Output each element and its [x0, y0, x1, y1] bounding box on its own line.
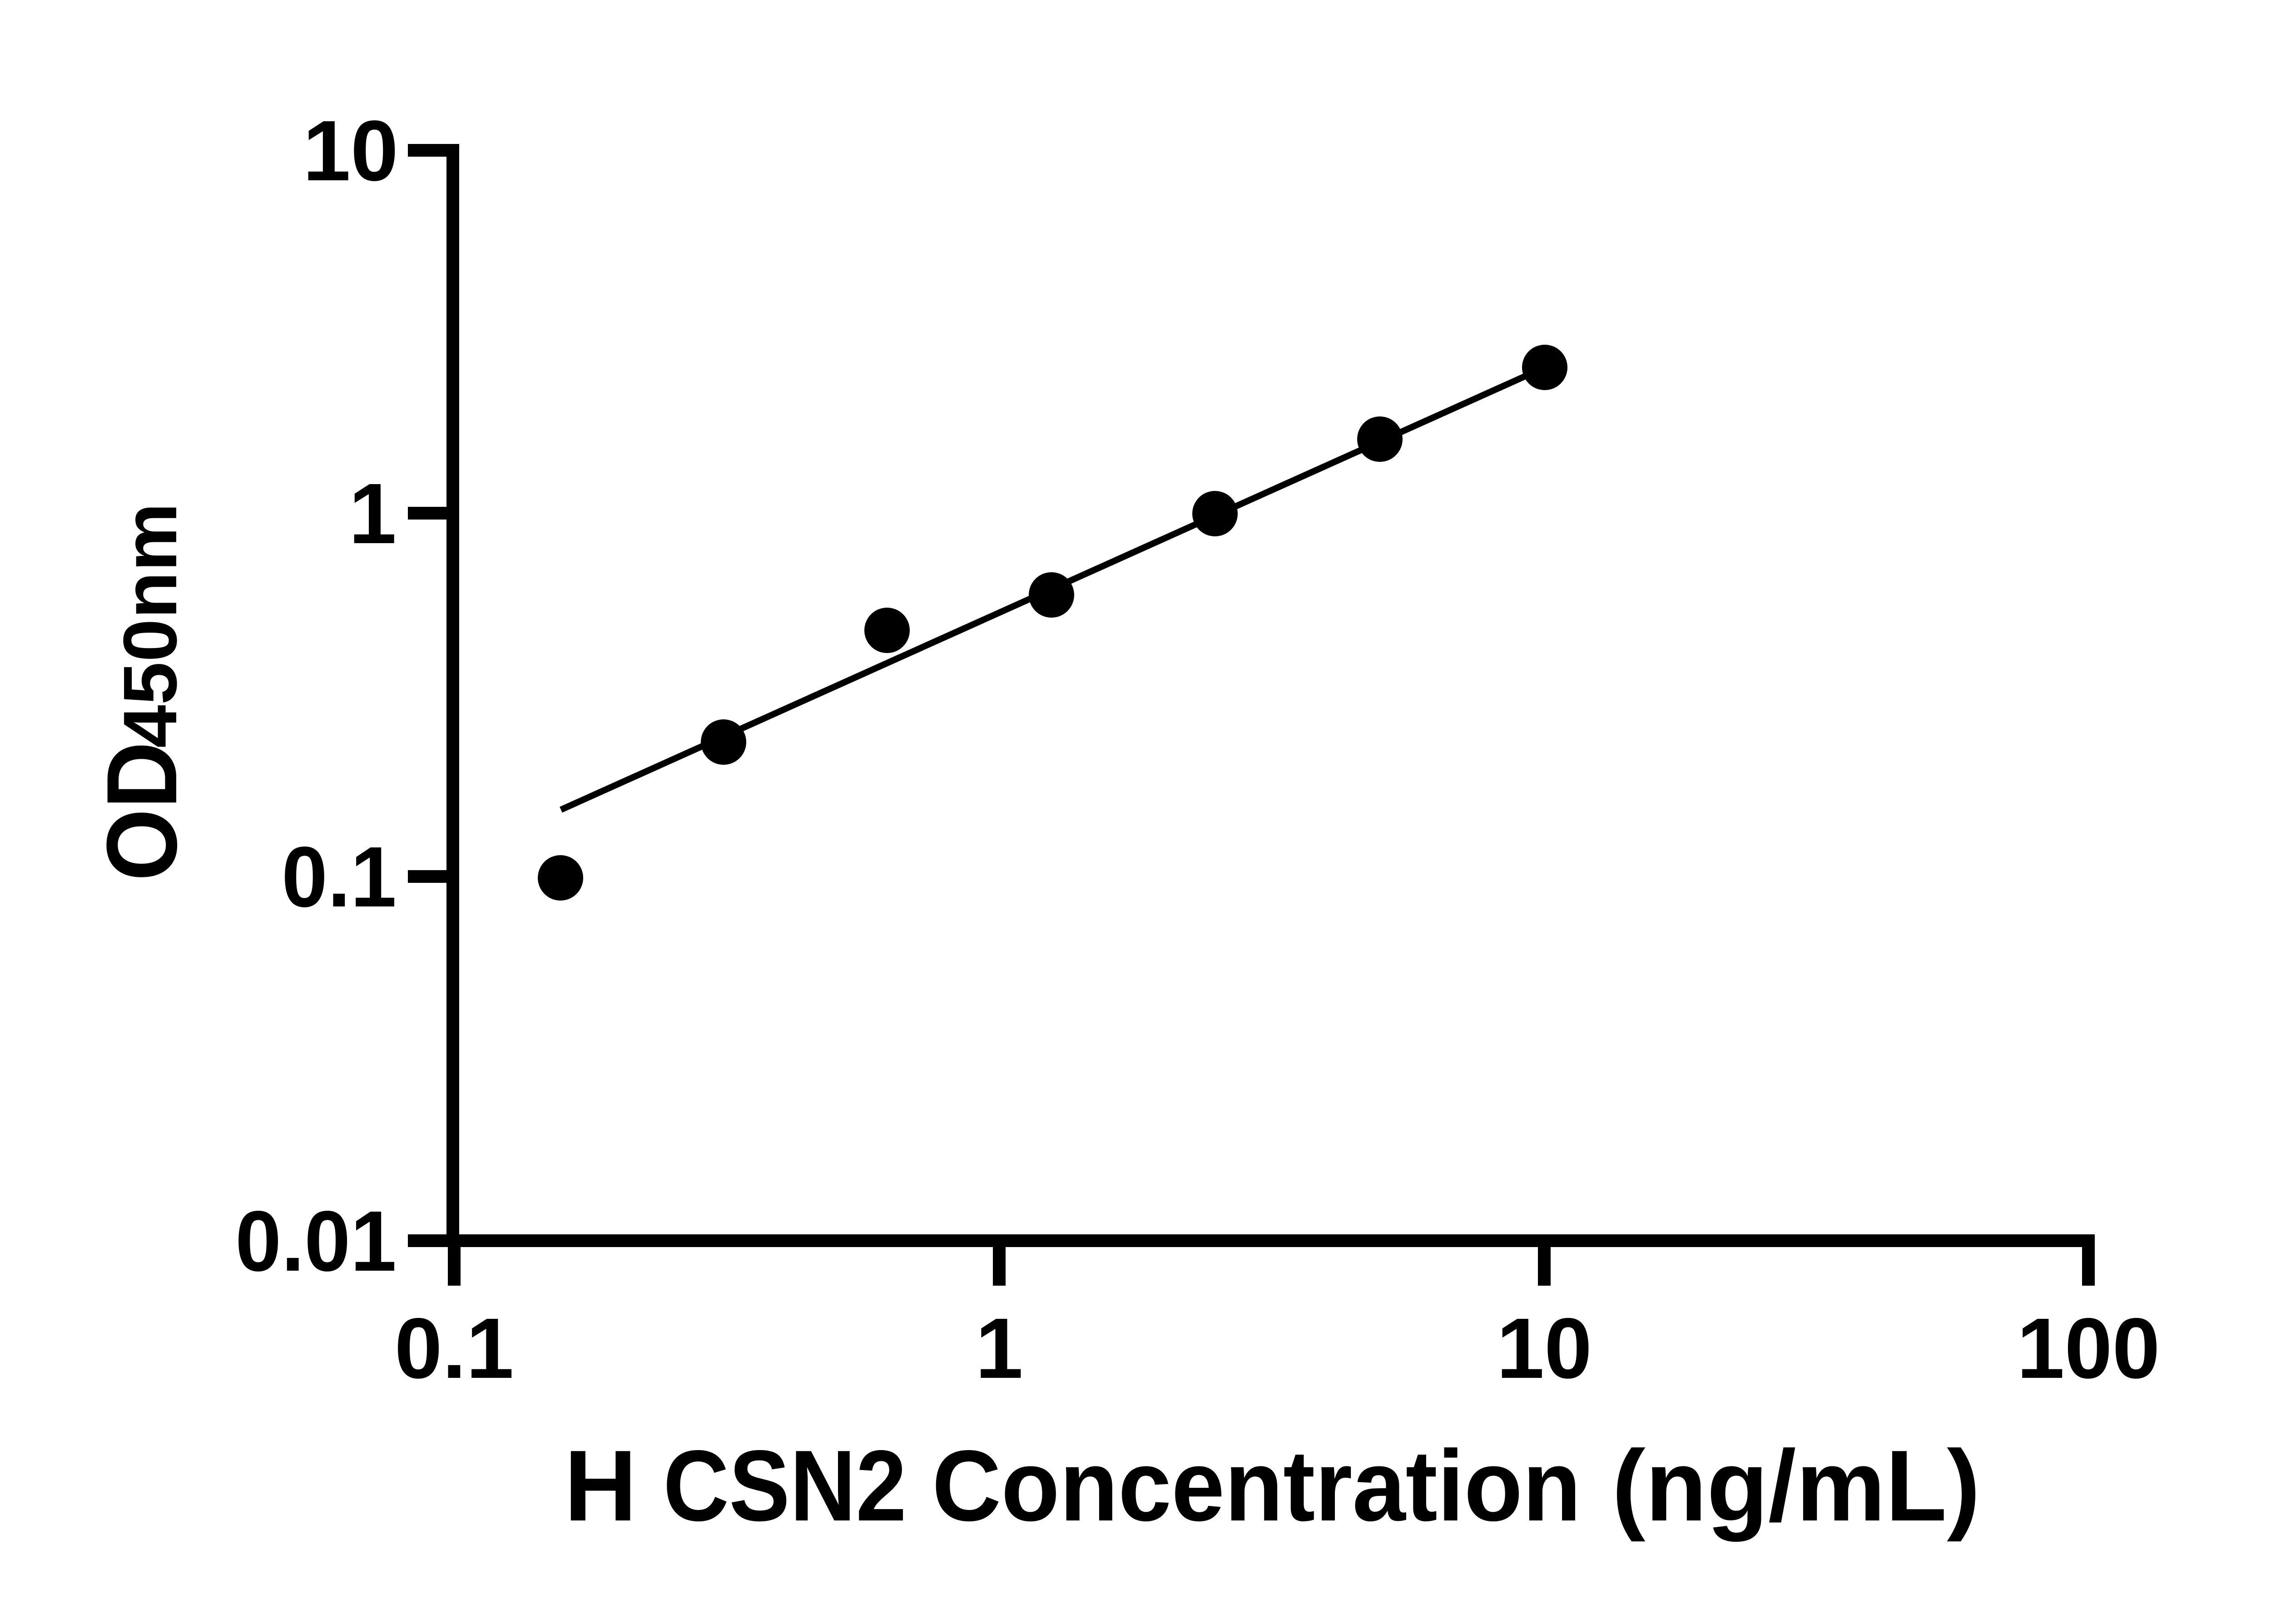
svg-text:10: 10 — [1497, 1301, 1592, 1396]
svg-text:450nm: 450nm — [108, 503, 193, 748]
svg-text:CSN2: CSN2 — [663, 1430, 907, 1542]
svg-text:1: 1 — [349, 466, 397, 562]
svg-text:1: 1 — [975, 1301, 1023, 1396]
svg-text:OD: OD — [86, 742, 198, 881]
svg-text:0.1: 0.1 — [395, 1301, 514, 1396]
svg-text:H: H — [564, 1430, 637, 1542]
svg-text:Concentration: Concentration — [932, 1430, 1581, 1542]
svg-text:100: 100 — [2017, 1301, 2160, 1396]
svg-text:(ng/mL): (ng/mL) — [1612, 1430, 1980, 1542]
svg-text:0.1: 0.1 — [282, 829, 397, 925]
svg-text:10: 10 — [303, 103, 398, 199]
svg-text:0.01: 0.01 — [235, 1193, 397, 1289]
